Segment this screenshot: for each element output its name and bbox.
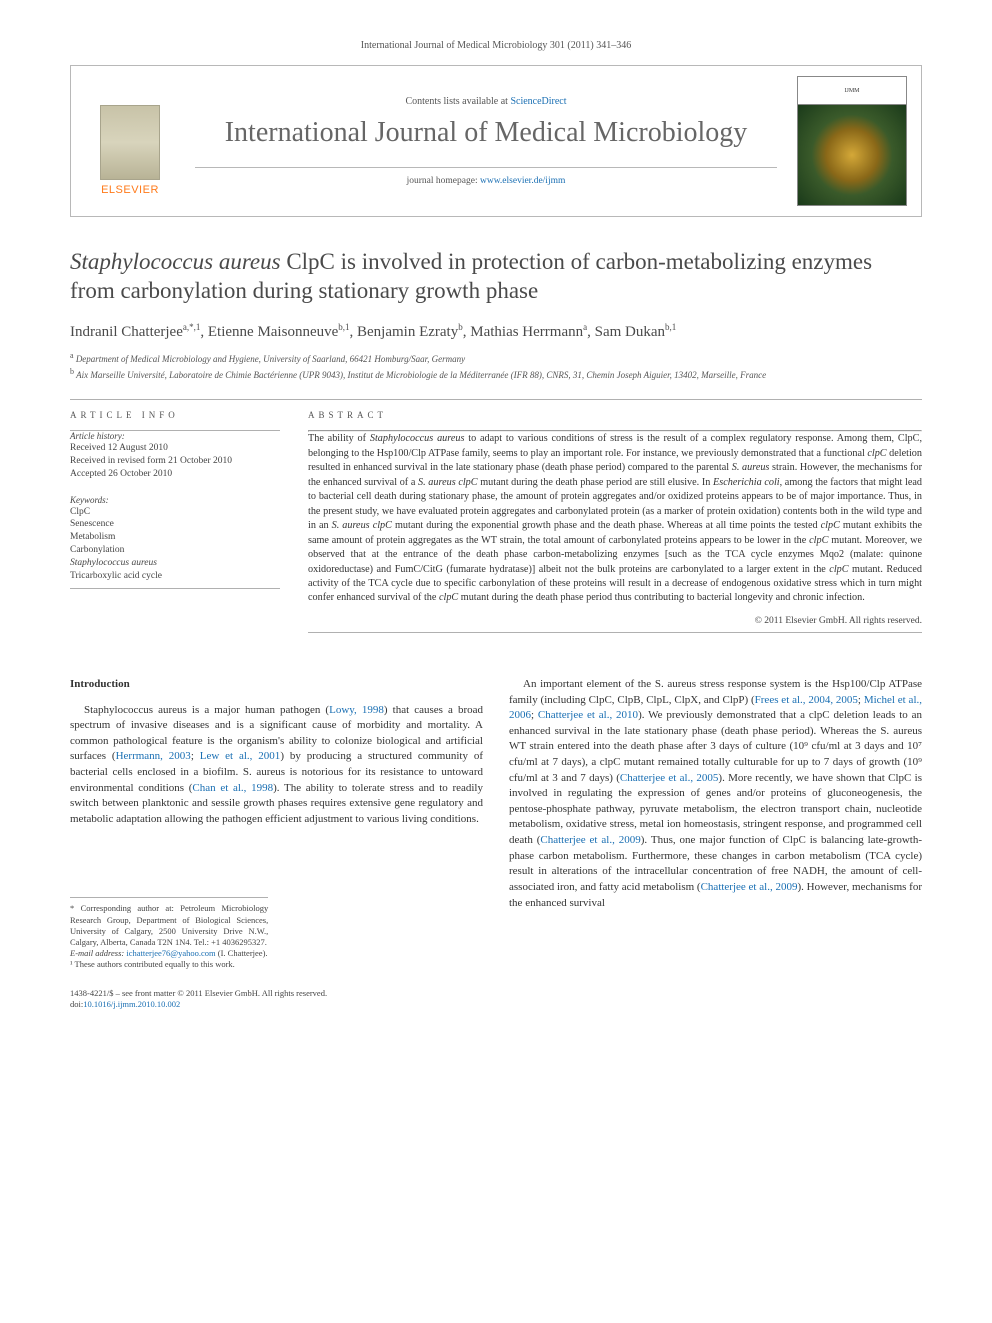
keyword: Tricarboxylic acid cycle — [70, 570, 280, 583]
citation-link[interactable]: Lew et al., 2001 — [200, 750, 281, 762]
history-accepted: Accepted 26 October 2010 — [70, 468, 280, 481]
citation-link[interactable]: Frees et al., 2004, 2005 — [755, 694, 858, 706]
elsevier-tree-icon — [100, 105, 160, 180]
history-revised: Received in revised form 21 October 2010 — [70, 455, 280, 468]
abstract-block: abstract The ability of Staphylococcus a… — [308, 400, 922, 633]
article-info-block: article info Article history: Received 1… — [70, 400, 280, 633]
abstract-label: abstract — [308, 410, 922, 420]
cover-image-icon — [798, 105, 906, 205]
citation-link[interactable]: Chan et al., 1998 — [192, 782, 273, 794]
article-title: Staphylococcus aureus ClpC is involved i… — [70, 247, 922, 306]
journal-homepage-link[interactable]: www.elsevier.de/ijmm — [480, 176, 565, 186]
affiliation-a: a Department of Medical Microbiology and… — [70, 351, 922, 365]
corresponding-email-link[interactable]: ichatterjee76@yahoo.com — [126, 948, 215, 958]
author-list: Indranil Chatterjeea,*,1, Etienne Maison… — [70, 322, 922, 341]
equal-contribution-note: ¹ These authors contributed equally to t… — [70, 959, 268, 970]
issn-line: 1438-4221/$ – see front matter © 2011 El… — [70, 988, 922, 999]
footnotes-block: * Corresponding author at: Petroleum Mic… — [70, 897, 268, 969]
publisher-name: ELSEVIER — [101, 184, 159, 196]
citation-link[interactable]: Chatterjee et al., 2010 — [538, 709, 638, 721]
history-label: Article history: — [70, 431, 280, 441]
keyword: ClpC — [70, 506, 280, 519]
keyword: Metabolism — [70, 531, 280, 544]
citation-link[interactable]: Chatterjee et al., 2005 — [620, 772, 719, 784]
doi-line: doi:10.1016/j.ijmm.2010.10.002 — [70, 999, 922, 1010]
cover-label: IJMM — [798, 77, 906, 105]
intro-paragraph-1: Staphylococcus aureus is a major human p… — [70, 703, 483, 828]
contents-list-line: Contents lists available at ScienceDirec… — [185, 96, 787, 107]
affiliation-b: b Aix Marseille Université, Laboratoire … — [70, 367, 922, 381]
page-footer: 1438-4221/$ – see front matter © 2011 El… — [70, 988, 922, 1010]
keyword: Carbonylation — [70, 544, 280, 557]
sciencedirect-link[interactable]: ScienceDirect — [510, 96, 566, 107]
journal-masthead: ELSEVIER Contents lists available at Sci… — [70, 65, 922, 217]
email-line: E-mail address: ichatterjee76@yahoo.com … — [70, 948, 268, 959]
keyword: Senescence — [70, 518, 280, 531]
journal-title: International Journal of Medical Microbi… — [185, 117, 787, 149]
keyword: Staphylococcus aureus — [70, 557, 280, 570]
keywords-label: Keywords: — [70, 495, 280, 505]
history-received: Received 12 August 2010 — [70, 442, 280, 455]
introduction-heading: Introduction — [70, 677, 483, 693]
masthead-divider — [195, 167, 777, 168]
abstract-text: The ability of Staphylococcus aureus to … — [308, 432, 922, 606]
abstract-copyright: © 2011 Elsevier GmbH. All rights reserve… — [308, 616, 922, 626]
body-two-column: Introduction Staphylococcus aureus is a … — [70, 677, 922, 970]
journal-cover-thumbnail: IJMM — [797, 76, 907, 206]
publisher-logo: ELSEVIER — [85, 86, 175, 196]
corresponding-author-note: * Corresponding author at: Petroleum Mic… — [70, 903, 268, 947]
doi-link[interactable]: 10.1016/j.ijmm.2010.10.002 — [83, 999, 180, 1009]
citation-link[interactable]: Lowy, 1998 — [329, 704, 384, 716]
citation-link[interactable]: Chatterjee et al., 2009 — [701, 881, 798, 893]
citation-link[interactable]: Chatterjee et al., 2009 — [540, 834, 640, 846]
running-header: International Journal of Medical Microbi… — [70, 40, 922, 51]
citation-link[interactable]: Herrmann, 2003 — [116, 750, 191, 762]
article-info-label: article info — [70, 410, 280, 420]
journal-homepage-line: journal homepage: www.elsevier.de/ijmm — [185, 176, 787, 186]
intro-paragraph-2: An important element of the S. aureus st… — [509, 677, 922, 911]
